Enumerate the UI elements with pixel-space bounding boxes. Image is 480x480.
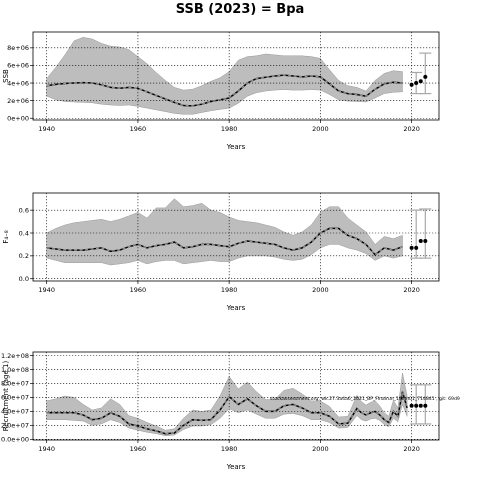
y-tick-label: 4e+06 — [7, 79, 29, 87]
reference-interval — [419, 52, 432, 95]
plot-area — [33, 193, 439, 281]
forecast-point — [418, 403, 423, 408]
median-dash-line — [46, 391, 408, 435]
y-tick-label: 8.0e+07 — [1, 380, 29, 388]
panel-2: 1940 1960 1980 2000 2020 0.0 0.2 0.4 0.6 Years F₄₋… — [2, 192, 440, 312]
x-tick-label: 2000 — [312, 125, 329, 133]
x-tick-label: 1960 — [130, 125, 147, 133]
plot-frame — [32, 351, 440, 441]
x-tick-label: 1940 — [38, 286, 55, 294]
forecast-point — [414, 403, 419, 408]
confidence-band — [46, 198, 403, 266]
forecast-point — [409, 82, 414, 87]
y-tick-label: 6e+06 — [7, 62, 29, 70]
y-tick-label: 1.2e+08 — [1, 352, 29, 360]
y-tick-label: 1.0e+08 — [1, 366, 29, 374]
median-dash-line — [46, 227, 403, 256]
y-tick-label: 6.0e+07 — [1, 394, 29, 402]
annotation-text: stockassessment.org, wk.27.3a4a6_2021_BP… — [270, 396, 460, 402]
x-tick-label: 1940 — [38, 445, 55, 453]
x-tick-label: 2000 — [312, 445, 329, 453]
x-tick-label: 1960 — [130, 286, 147, 294]
forecast-point — [418, 239, 423, 243]
forecast-point — [409, 403, 414, 408]
confidence-band — [46, 372, 408, 437]
x-tick-label: 2020 — [403, 286, 420, 294]
x-axis-label: Years — [226, 304, 246, 312]
forecast-point — [414, 245, 419, 250]
x-axis-label: Years — [226, 463, 246, 471]
panel-3: 1940 1960 1980 2000 2020 0.0e+00 2.0e+07 4.0e+0… — [1, 351, 460, 471]
x-axis-label: Years — [226, 143, 246, 151]
x-tick-label: 2020 — [403, 125, 420, 133]
confidence-band — [46, 37, 403, 115]
x-tick-label: 2020 — [403, 445, 420, 453]
y-tick-label: 0.6 — [19, 206, 29, 214]
plot-area — [33, 32, 439, 120]
y-tick-label: 2.0e+07 — [1, 422, 29, 430]
median-dash-line — [46, 74, 403, 107]
x-tick-label: 1980 — [221, 286, 238, 294]
y-axis-label: F₄₋₈ — [2, 230, 10, 244]
y-tick-label: 0.4 — [19, 229, 29, 237]
y-tick-label: 4.0e+07 — [1, 408, 29, 416]
x-tick-label: 1960 — [130, 445, 147, 453]
y-tick-label: 0.0e+00 — [1, 436, 29, 444]
panel-1: 1940 1960 1980 2000 2020 0e+00 2e+06 4e+06 6e+06… — [2, 31, 440, 151]
y-tick-label: 0e+00 — [7, 115, 29, 123]
figure-title: SSB (2023) = Bpa — [176, 2, 305, 17]
reference-interval — [410, 209, 423, 259]
plot-frame — [32, 192, 440, 282]
y-tick-label: 0.0 — [19, 275, 29, 283]
x-tick-label: 1940 — [38, 125, 55, 133]
forecast-point — [423, 239, 428, 243]
x-tick-label: 1980 — [221, 445, 238, 453]
forecast-point — [423, 74, 428, 79]
plot-area — [33, 352, 439, 440]
x-tick-label: 1980 — [221, 125, 238, 133]
x-tick-label: 2000 — [312, 286, 329, 294]
y-tick-label: 2e+06 — [7, 97, 29, 105]
forecast-point — [409, 245, 414, 250]
y-axis-label: SSB — [2, 69, 10, 83]
y-axis-label: Recruitment (age 1) — [2, 361, 10, 432]
plot-frame — [32, 31, 440, 121]
panels-container: 1940 1960 1980 2000 2020 0e+00 2e+06 4e+06 6e+06… — [1, 31, 460, 471]
forecast-point — [414, 81, 419, 86]
y-tick-label: 8e+06 — [7, 44, 29, 52]
reference-interval — [419, 208, 432, 259]
y-tick-label: 0.2 — [19, 252, 29, 260]
forecast-point — [423, 403, 428, 408]
forecast-point — [418, 79, 423, 84]
